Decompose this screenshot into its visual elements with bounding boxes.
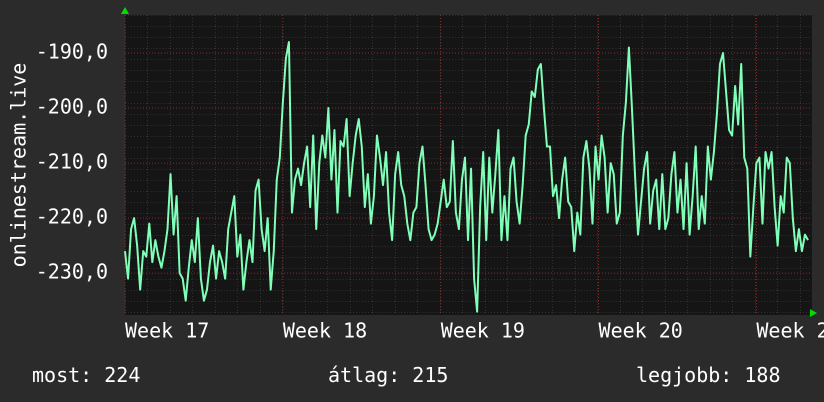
summary-average: átlag: 215	[328, 363, 448, 387]
minor-grid	[125, 15, 812, 315]
axis-arrow	[121, 7, 129, 14]
y-tick-label: -190,0	[36, 39, 108, 63]
axis-arrow	[810, 309, 817, 317]
y-tick-label: -230,0	[36, 260, 108, 284]
x-tick-label: Week 20	[599, 319, 683, 343]
x-tick-label: Week 17	[125, 319, 209, 343]
x-tick-label: Week 19	[441, 319, 525, 343]
summary-current: most: 224	[32, 363, 140, 387]
y-axis-label: onlinestream.live	[7, 63, 31, 268]
series	[124, 40, 809, 313]
x-tick-label: Week 21	[756, 319, 824, 343]
y-tick-label: -200,0	[36, 95, 108, 119]
y-tick-label: -220,0	[36, 205, 108, 229]
grid	[124, 15, 812, 315]
summary-best: legjobb: 188	[636, 363, 781, 387]
line	[124, 40, 809, 313]
y-tick-label: -210,0	[36, 150, 108, 174]
x-tick-label: Week 18	[283, 319, 367, 343]
